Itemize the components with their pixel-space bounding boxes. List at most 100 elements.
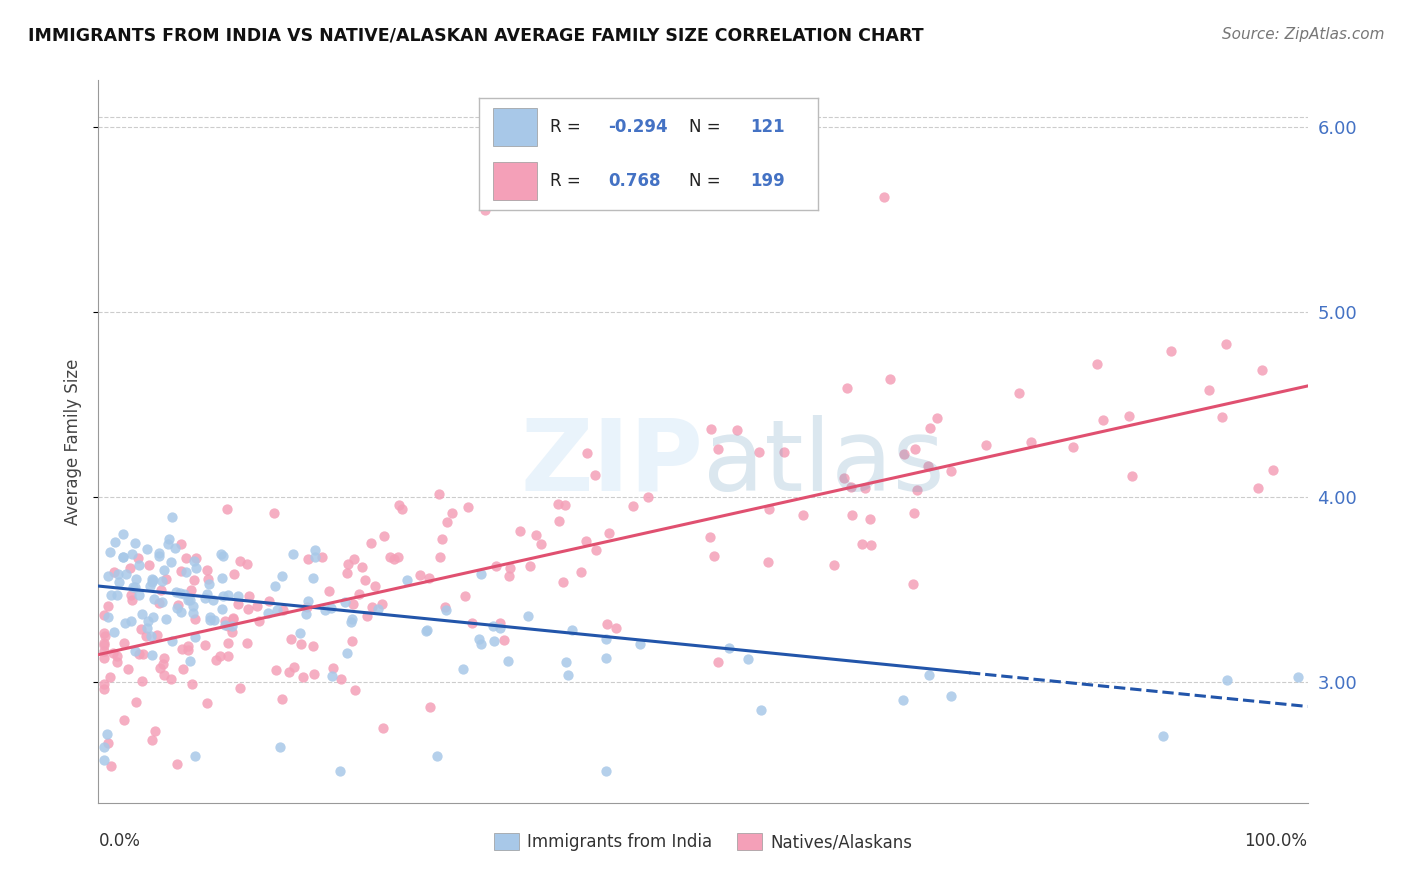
Point <box>939 690 962 704</box>
Point <box>184 612 207 626</box>
Point <box>290 637 312 651</box>
Point <box>436 515 458 529</box>
Point <box>98 670 121 684</box>
Point <box>238 589 260 603</box>
Point <box>1215 337 1237 351</box>
Point <box>561 624 583 638</box>
Point <box>181 677 204 691</box>
Point <box>93 740 115 755</box>
Point <box>387 549 409 564</box>
Point <box>628 637 651 651</box>
Point <box>169 606 191 620</box>
Point <box>418 571 440 585</box>
Point <box>142 609 165 624</box>
Point <box>146 628 169 642</box>
Y-axis label: Average Family Size: Average Family Size <box>65 359 83 524</box>
Point <box>205 652 228 666</box>
Point <box>105 648 128 663</box>
Text: IMMIGRANTS FROM INDIA VS NATIVE/ALASKAN AVERAGE FAMILY SIZE CORRELATION CHART: IMMIGRANTS FROM INDIA VS NATIVE/ALASKAN … <box>28 27 924 45</box>
Text: Source: ZipAtlas.com: Source: ZipAtlas.com <box>1222 27 1385 42</box>
Point <box>266 603 288 617</box>
Point <box>180 582 202 597</box>
Point <box>179 592 201 607</box>
Point <box>221 618 243 632</box>
Point <box>270 568 292 582</box>
Point <box>342 598 364 612</box>
Point <box>129 622 152 636</box>
Point <box>149 661 172 675</box>
Point <box>93 607 115 622</box>
Point <box>488 616 510 631</box>
Point <box>706 442 728 457</box>
Point <box>434 603 457 617</box>
Point <box>388 498 411 512</box>
Legend: Immigrants from India, Natives/Alaskans: Immigrants from India, Natives/Alaskans <box>485 825 921 860</box>
Point <box>569 565 592 579</box>
Point <box>419 700 441 714</box>
Point <box>93 682 115 697</box>
Point <box>474 202 496 217</box>
Point <box>174 566 197 580</box>
Point <box>160 672 183 686</box>
Point <box>1251 363 1274 377</box>
Point <box>489 621 512 635</box>
Point <box>905 483 928 497</box>
Point <box>173 587 195 601</box>
Point <box>718 641 741 656</box>
Point <box>153 667 176 681</box>
Point <box>153 651 176 665</box>
Point <box>141 648 163 662</box>
Point <box>748 445 770 459</box>
Point <box>904 442 927 456</box>
Point <box>217 648 239 663</box>
Point <box>97 610 120 624</box>
Point <box>853 481 876 495</box>
Point <box>170 564 193 578</box>
Point <box>468 632 491 647</box>
Point <box>264 579 287 593</box>
Point <box>737 652 759 666</box>
Point <box>321 668 343 682</box>
Point <box>93 753 115 767</box>
Point <box>304 550 326 565</box>
Point <box>839 480 862 494</box>
Point <box>222 612 245 626</box>
Point <box>166 600 188 615</box>
Point <box>380 549 402 564</box>
Point <box>1118 409 1140 423</box>
Point <box>295 607 318 621</box>
Point <box>336 566 359 580</box>
Point <box>893 447 915 461</box>
Point <box>114 616 136 631</box>
Point <box>461 615 484 630</box>
Point <box>148 549 170 564</box>
Point <box>150 595 173 609</box>
Point <box>217 635 239 649</box>
Point <box>283 660 305 674</box>
Point <box>576 446 599 460</box>
Point <box>595 650 617 665</box>
Point <box>256 606 278 620</box>
Point <box>873 190 896 204</box>
Text: 0.0%: 0.0% <box>98 831 141 850</box>
Point <box>124 536 146 550</box>
Point <box>859 538 882 552</box>
Point <box>142 573 165 587</box>
Point <box>832 471 855 485</box>
Point <box>516 609 538 624</box>
Point <box>319 601 342 615</box>
Point <box>184 561 207 575</box>
Point <box>97 569 120 583</box>
Point <box>530 536 553 550</box>
Point <box>773 444 796 458</box>
Point <box>155 612 177 626</box>
Point <box>391 502 413 516</box>
Point <box>322 661 344 675</box>
Point <box>120 614 142 628</box>
Point <box>179 654 201 668</box>
Point <box>128 588 150 602</box>
Point <box>823 558 845 572</box>
Point <box>115 566 138 581</box>
Point <box>263 506 285 520</box>
Point <box>202 613 225 627</box>
